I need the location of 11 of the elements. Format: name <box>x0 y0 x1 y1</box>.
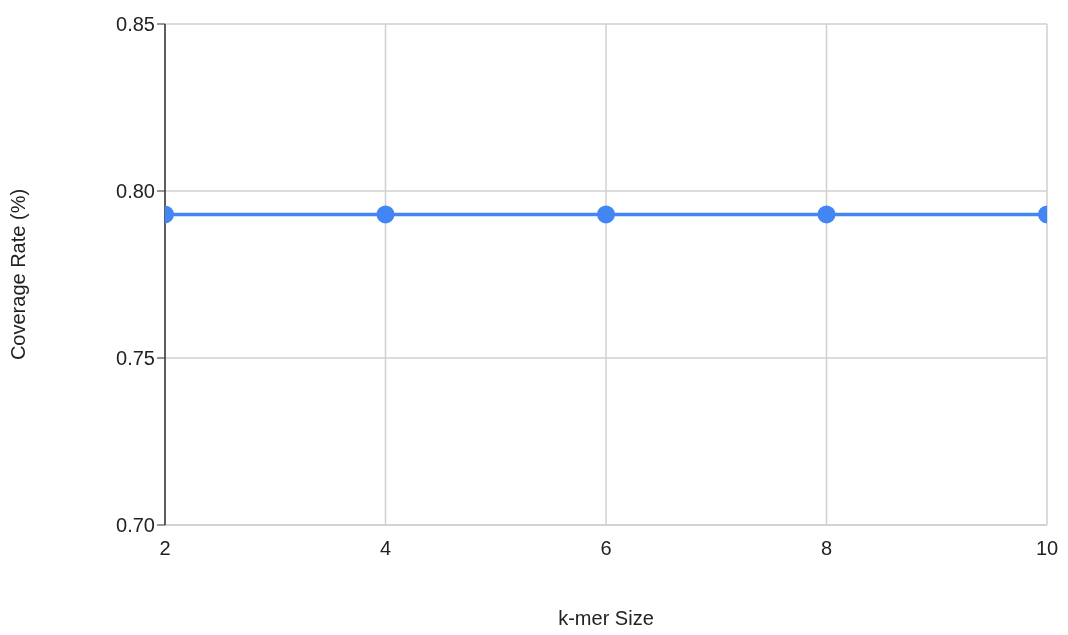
x-tick-label: 6 <box>600 537 612 560</box>
x-tick-label: 4 <box>379 537 392 560</box>
x-axis-title: k-mer Size <box>558 607 654 629</box>
y-tick-label: 0.75 <box>116 347 155 370</box>
x-tick-label: 8 <box>820 537 833 560</box>
y-axis-title: Coverage Rate (%) <box>7 188 30 361</box>
x-tick-label: 2 <box>159 537 171 560</box>
y-tick-label: 0.70 <box>116 514 155 537</box>
y-tick-label: 0.85 <box>116 13 155 36</box>
x-tick-label: 10 <box>1035 537 1059 560</box>
y-tick-label: 0.80 <box>116 180 155 203</box>
